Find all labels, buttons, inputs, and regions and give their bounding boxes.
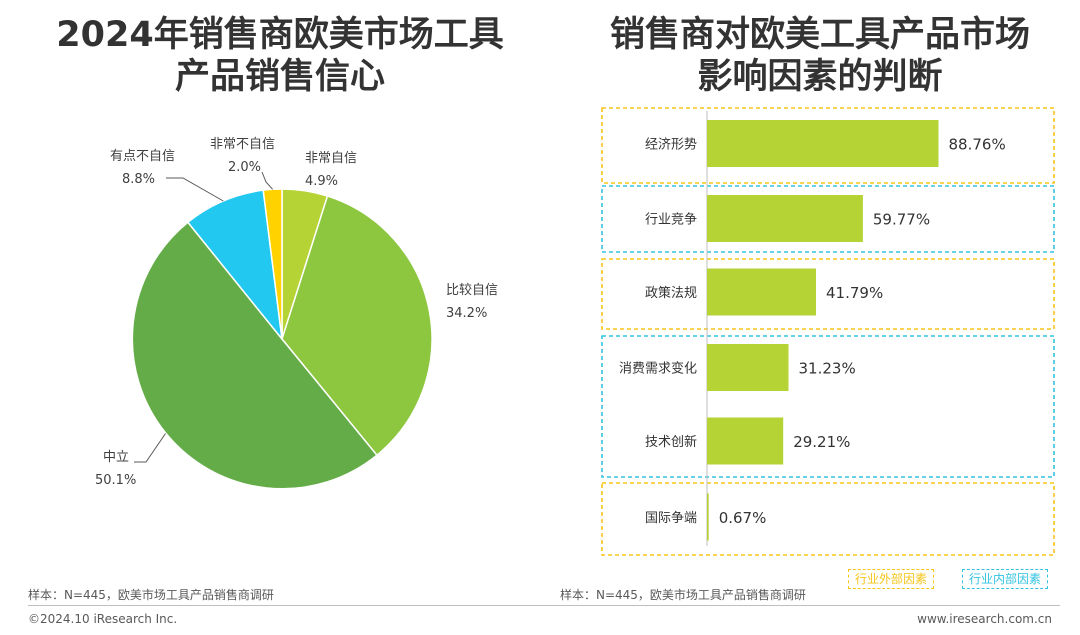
factor-group-box — [601, 335, 1055, 478]
pie-slice-value: 34.2% — [446, 306, 487, 321]
factor-group-box — [601, 107, 1055, 184]
bar-value-label: 31.23% — [799, 360, 856, 378]
bar — [707, 344, 789, 391]
left-chart-title: 2024年销售商欧美市场工具 产品销售信心 — [20, 14, 540, 98]
bar-value-label: 29.21% — [793, 433, 850, 451]
right-chart-title: 销售商对欧美工具产品市场 影响因素的判断 — [560, 14, 1080, 98]
copyright: ©2024.10 iResearch Inc. — [28, 612, 178, 626]
pie-slice-value: 2.0% — [228, 160, 261, 175]
left-title-line-1: 2024年销售商欧美市场工具 — [56, 15, 504, 55]
left-sample-note: 样本：N=445，欧美市场工具产品销售商调研 — [28, 588, 274, 602]
bar-value-label: 41.79% — [826, 284, 883, 302]
factor-bar-chart: 经济形势 88.76% 行业竞争 59.77% 政策法规 41.79% 消费需求变化 31.2… — [601, 107, 1055, 556]
bar — [707, 417, 784, 465]
bar-category-label: 国际争端 — [645, 511, 697, 526]
website: www.iresearch.com.cn — [917, 612, 1052, 626]
pie-slice-value: 50.1% — [95, 473, 136, 488]
legend-internal-label: 行业内部因素 — [969, 572, 1042, 586]
right-title-line-2: 影响因素的判断 — [697, 57, 943, 97]
pie-slice-label: 比较自信 — [446, 283, 498, 298]
pie-slice-value: 8.8% — [122, 172, 155, 187]
bar — [707, 268, 816, 316]
pie-slice — [186, 189, 284, 342]
bar-category-label: 消费需求变化 — [619, 361, 697, 377]
right-sample-note: 样本：N=445，欧美市场工具产品销售商调研 — [560, 588, 806, 602]
pie-slice — [281, 195, 433, 457]
pie-slice-value: 4.9% — [305, 174, 338, 189]
bar-category-label: 经济形势 — [645, 137, 697, 153]
bar-category-label: 行业竞争 — [645, 212, 697, 228]
pie-slice-label: 有点不自信 — [110, 149, 175, 164]
legend-external-label: 行业外部因素 — [855, 572, 928, 586]
pie-slice — [131, 221, 378, 490]
footer-divider — [28, 605, 1060, 606]
bar — [707, 120, 939, 167]
legend-internal-factor: 行业内部因素 — [962, 569, 1049, 589]
legend-external-factor: 行业外部因素 — [848, 569, 935, 589]
pie-slice-label: 非常不自信 — [210, 137, 275, 152]
confidence-pie-chart: 非常自信 4.9% 比较自信 34.2% 中立 50.1% 有点不自信 8.8% 非常不自信 2.… — [95, 137, 498, 490]
pie-leader-line — [166, 177, 224, 202]
factor-group-box — [601, 258, 1055, 330]
pie-slice-label: 非常自信 — [305, 151, 357, 166]
factor-group-box — [601, 482, 1055, 556]
pie-leader-line — [134, 433, 166, 463]
pie-leader-line — [261, 171, 273, 190]
bar-value-label: 0.67% — [719, 509, 767, 527]
right-title-line-1: 销售商对欧美工具产品市场 — [609, 15, 1030, 55]
bar-value-label: 59.77% — [873, 211, 930, 229]
bar — [707, 195, 863, 242]
bar — [707, 493, 709, 541]
pie-slice-label: 中立 — [103, 450, 129, 465]
bar-category-label: 技术创新 — [645, 434, 697, 450]
factor-group-box — [601, 185, 1055, 253]
left-title-line-2: 产品销售信心 — [174, 57, 385, 97]
bar-value-label: 88.76% — [949, 136, 1006, 154]
bar-category-label: 政策法规 — [645, 285, 697, 301]
